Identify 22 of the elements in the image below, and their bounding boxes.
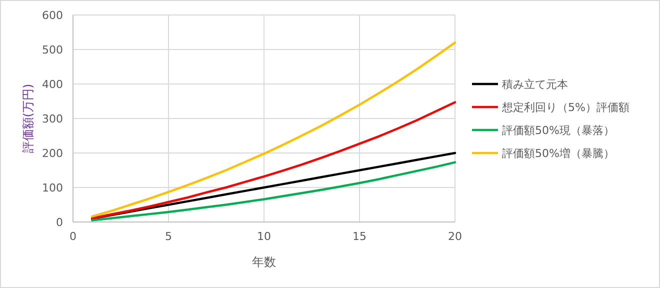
legend-label: 評価額50%現（暴落） [502, 124, 614, 137]
legend-label: 想定利回り（5%）評価額 [501, 101, 630, 114]
legend-label: 評価額50%増（暴騰） [502, 147, 614, 160]
y-tick-label: 500 [42, 44, 63, 56]
y-tick-label: 600 [42, 9, 63, 22]
legend-label: 積み立て元本 [502, 78, 568, 91]
x-tick-label: 10 [257, 230, 271, 243]
x-tick-label: 0 [70, 230, 76, 243]
x-axis-title: 年数 [252, 255, 276, 269]
line-series [90, 152, 456, 220]
y-tick-label: 400 [42, 78, 63, 91]
y-tick-label: 100 [42, 182, 63, 194]
line-series [90, 161, 456, 222]
x-tick-label: 15 [352, 230, 366, 243]
y-tick-label: 0 [56, 216, 63, 229]
x-tick-label: 20 [448, 230, 462, 243]
line-series [90, 41, 456, 218]
y-tick-label: 300 [42, 112, 63, 126]
y-tick-label: 200 [42, 147, 63, 160]
x-tick-label: 5 [165, 230, 172, 243]
y-axis-title: 評価額(万円) [21, 84, 35, 154]
line-series [90, 101, 456, 220]
